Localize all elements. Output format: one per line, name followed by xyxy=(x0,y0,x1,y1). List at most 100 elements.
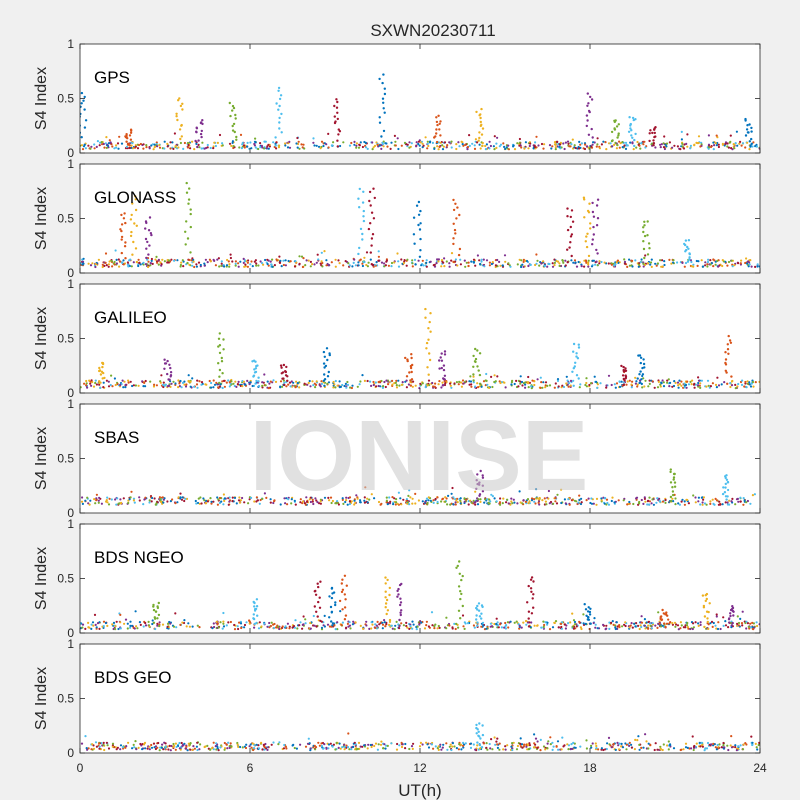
spike-point xyxy=(340,582,343,585)
data-point xyxy=(696,384,700,387)
data-point xyxy=(353,503,356,506)
data-point xyxy=(383,743,386,746)
data-point xyxy=(178,741,181,745)
spike-point xyxy=(726,481,730,484)
data-point xyxy=(197,497,200,500)
data-point xyxy=(196,748,199,752)
data-point xyxy=(290,502,293,505)
data-point xyxy=(560,627,564,630)
data-point xyxy=(645,621,648,624)
data-point xyxy=(476,254,479,257)
data-point xyxy=(422,144,425,147)
data-point xyxy=(633,748,637,751)
data-point xyxy=(721,503,724,506)
data-point xyxy=(703,502,707,505)
data-point xyxy=(541,499,544,502)
data-point xyxy=(569,621,572,624)
data-point xyxy=(104,252,108,255)
data-point xyxy=(270,621,273,624)
data-point xyxy=(359,745,362,748)
spike-point xyxy=(368,199,371,203)
data-point xyxy=(405,624,408,628)
spike-point xyxy=(530,590,533,593)
data-point xyxy=(94,502,97,505)
data-point xyxy=(112,621,116,625)
data-point xyxy=(565,624,568,627)
data-point xyxy=(507,626,510,629)
data-point xyxy=(466,145,470,149)
data-point xyxy=(489,747,492,750)
data-point xyxy=(284,259,287,262)
data-point xyxy=(655,264,658,267)
data-point xyxy=(642,377,645,380)
data-point xyxy=(692,383,696,386)
data-point xyxy=(741,748,745,751)
data-point xyxy=(220,262,223,265)
spike-point xyxy=(125,134,128,138)
data-point xyxy=(264,140,267,143)
data-point xyxy=(610,499,613,503)
data-point xyxy=(318,744,321,747)
data-point xyxy=(145,146,148,149)
data-point xyxy=(391,379,394,382)
data-point xyxy=(386,744,389,748)
data-point xyxy=(459,263,462,266)
data-point xyxy=(635,380,638,383)
data-point xyxy=(755,746,758,749)
data-point xyxy=(659,745,662,748)
data-point xyxy=(419,741,422,745)
data-point xyxy=(288,381,292,384)
data-point xyxy=(255,379,258,382)
data-point xyxy=(697,135,701,138)
data-point xyxy=(686,380,689,383)
spike-point xyxy=(284,370,287,373)
data-point xyxy=(536,740,539,743)
data-point xyxy=(339,385,342,388)
data-point xyxy=(330,501,333,505)
data-point xyxy=(117,627,120,631)
data-point xyxy=(566,743,569,746)
data-point xyxy=(640,142,643,145)
data-point xyxy=(105,136,108,139)
data-point xyxy=(115,620,118,623)
spike-point xyxy=(278,116,281,120)
data-point xyxy=(746,622,750,625)
data-point xyxy=(520,380,524,384)
data-point xyxy=(374,626,377,630)
data-point xyxy=(590,145,593,148)
data-point xyxy=(156,622,159,626)
data-point xyxy=(649,624,652,628)
data-point xyxy=(135,625,138,628)
spike-point xyxy=(452,260,455,264)
data-point xyxy=(376,748,379,751)
data-point xyxy=(464,380,467,383)
spike-point xyxy=(362,215,365,218)
spike-point xyxy=(532,580,535,583)
data-point xyxy=(686,133,689,136)
data-point xyxy=(116,142,120,145)
data-point xyxy=(561,259,565,262)
data-point xyxy=(334,628,337,631)
data-point xyxy=(549,743,552,746)
spike-point xyxy=(475,110,478,114)
data-point xyxy=(420,264,423,267)
data-point xyxy=(169,622,172,625)
data-point xyxy=(314,386,317,389)
data-point xyxy=(493,148,496,151)
data-point xyxy=(634,738,637,742)
spike-point xyxy=(702,604,706,608)
data-point xyxy=(395,379,398,382)
data-point xyxy=(349,627,352,630)
spike-point xyxy=(399,603,402,607)
data-point xyxy=(195,502,198,505)
spike-point xyxy=(278,104,281,108)
data-point xyxy=(709,500,712,503)
data-point xyxy=(654,146,657,149)
spike-point xyxy=(177,99,180,102)
data-point xyxy=(102,381,105,384)
data-point xyxy=(137,143,141,147)
data-point xyxy=(659,143,662,146)
data-point xyxy=(212,500,215,503)
data-point xyxy=(196,386,199,389)
data-point xyxy=(469,499,472,502)
